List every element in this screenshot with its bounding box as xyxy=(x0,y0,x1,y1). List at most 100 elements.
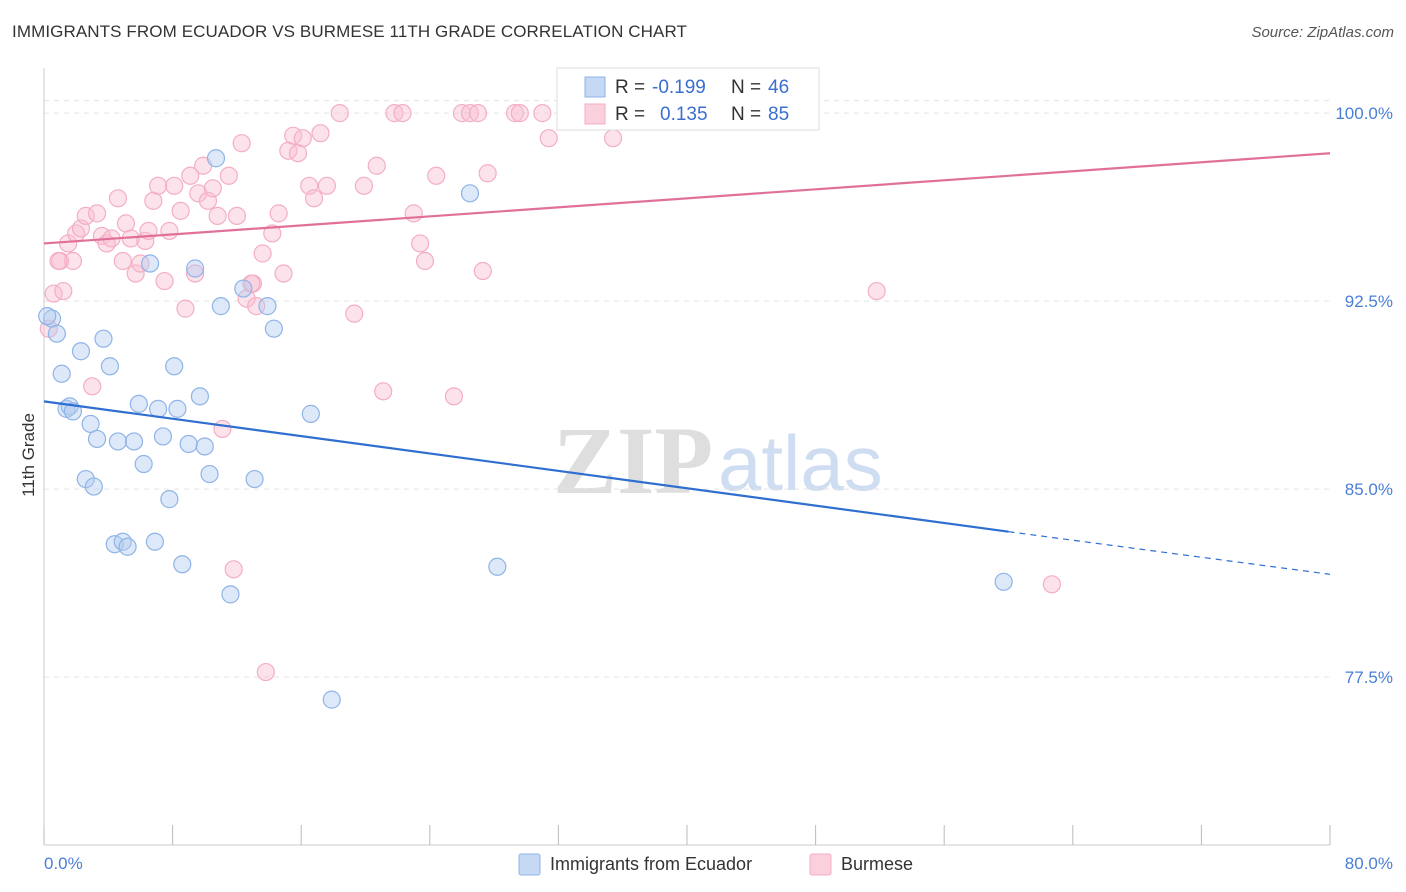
burmese-point xyxy=(274,264,293,283)
burmese-point xyxy=(176,299,195,318)
burmese-point xyxy=(171,201,190,220)
burmese-point xyxy=(208,206,227,225)
ecuador-trend-extension xyxy=(1008,531,1331,575)
ecuador-point xyxy=(145,532,165,551)
ecuador-point xyxy=(211,297,230,316)
burmese-point xyxy=(232,134,251,153)
burmese-point xyxy=(54,281,73,301)
y-tick-label: 92.5% xyxy=(1345,292,1393,311)
burmese-point xyxy=(186,264,205,283)
ecuador-trend-line xyxy=(43,400,1009,533)
bottom-legend-swatch-burmese xyxy=(809,853,832,876)
burmese-point xyxy=(189,184,208,203)
burmese-point xyxy=(213,419,232,439)
ecuador-points xyxy=(38,149,1013,709)
burmese-point xyxy=(444,387,464,406)
burmese-point xyxy=(165,176,184,195)
legend-r-label-burmese: R = xyxy=(615,104,645,125)
ecuador-point xyxy=(87,429,107,449)
burmese-point xyxy=(263,224,282,243)
ecuador-point xyxy=(200,464,219,484)
ecuador-point xyxy=(149,399,168,418)
legend-r-label-ecuador: R = xyxy=(615,77,645,98)
ecuador-point xyxy=(160,490,179,509)
burmese-points xyxy=(39,104,1062,682)
burmese-point xyxy=(478,164,497,183)
legend-swatch-ecuador xyxy=(584,76,606,98)
burmese-point xyxy=(311,124,330,143)
burmese-point xyxy=(539,129,558,148)
watermark-zip: ZIP xyxy=(553,407,713,514)
burmese-point xyxy=(227,206,246,225)
burmese-point xyxy=(367,156,386,175)
burmese-point xyxy=(293,129,312,148)
ecuador-point xyxy=(118,537,137,556)
burmese-point xyxy=(393,104,412,123)
burmese-point xyxy=(219,166,238,185)
burmese-point xyxy=(468,104,488,123)
burmese-point xyxy=(160,221,179,241)
ecuador-point xyxy=(168,399,187,418)
burmese-point xyxy=(867,281,886,301)
ecuador-point xyxy=(460,184,480,203)
ecuador-point xyxy=(81,414,100,434)
ecuador-point xyxy=(221,585,240,604)
legend-n-value-burmese: 85 xyxy=(768,104,789,125)
ecuador-point xyxy=(195,437,214,456)
ecuador-point xyxy=(63,402,83,421)
burmese-point xyxy=(354,176,373,195)
burmese-point xyxy=(533,104,552,123)
ecuador-point xyxy=(322,690,341,709)
ecuador-point xyxy=(264,319,283,338)
ecuador-point xyxy=(100,357,120,376)
burmese-point xyxy=(411,234,430,253)
chart-source: Source: ZipAtlas.com xyxy=(1251,24,1394,41)
burmese-point xyxy=(505,104,525,123)
burmese-point xyxy=(374,382,393,401)
burmese-point xyxy=(224,560,243,579)
burmese-point xyxy=(269,204,288,223)
ecuador-point xyxy=(38,307,57,326)
burmese-point xyxy=(181,166,200,185)
burmese-point xyxy=(330,104,349,123)
ecuador-point xyxy=(108,432,128,451)
ecuador-point xyxy=(994,572,1013,591)
ecuador-point xyxy=(186,259,205,278)
burmese-point xyxy=(603,129,623,148)
bottom-legend-label-ecuador: Immigrants from Ecuador xyxy=(550,854,752,874)
ecuador-point xyxy=(140,254,160,273)
ecuador-point xyxy=(71,342,91,361)
burmese-point xyxy=(83,377,102,396)
y-axis-title: 11th Grade xyxy=(19,413,38,497)
bottom-legend-label-burmese: Burmese xyxy=(841,854,913,874)
ecuador-point xyxy=(245,469,264,489)
burmese-point xyxy=(116,214,136,233)
ecuador-point xyxy=(129,394,148,413)
ecuador-point xyxy=(301,404,320,423)
ecuador-point xyxy=(206,149,226,168)
y-tick-label: 85.0% xyxy=(1345,480,1393,499)
ecuador-point xyxy=(488,557,507,576)
legend-n-value-ecuador: 46 xyxy=(768,77,789,98)
ecuador-point xyxy=(173,555,192,574)
burmese-point xyxy=(144,191,163,210)
burmese-point xyxy=(76,206,95,225)
burmese-trend-line xyxy=(43,152,1331,245)
burmese-point xyxy=(108,189,128,208)
burmese-point xyxy=(288,144,308,163)
ecuador-point xyxy=(165,357,184,376)
legend-r-value-ecuador: -0.199 xyxy=(652,77,706,98)
chart-title: IMMIGRANTS FROM ECUADOR VS BURMESE 11TH … xyxy=(12,22,688,41)
burmese-point xyxy=(149,176,168,195)
burmese-point xyxy=(203,179,222,198)
burmese-point xyxy=(49,251,68,271)
trend-lines xyxy=(43,152,1331,575)
burmese-point xyxy=(113,251,132,271)
ecuador-point xyxy=(47,324,66,343)
ecuador-point xyxy=(153,427,173,446)
bottom-legend-swatch-ecuador xyxy=(518,853,541,876)
watermark-atlas: atlas xyxy=(718,419,883,507)
y-tick-label: 100.0% xyxy=(1335,104,1393,123)
burmese-point xyxy=(253,244,272,263)
ecuador-point xyxy=(190,387,210,406)
